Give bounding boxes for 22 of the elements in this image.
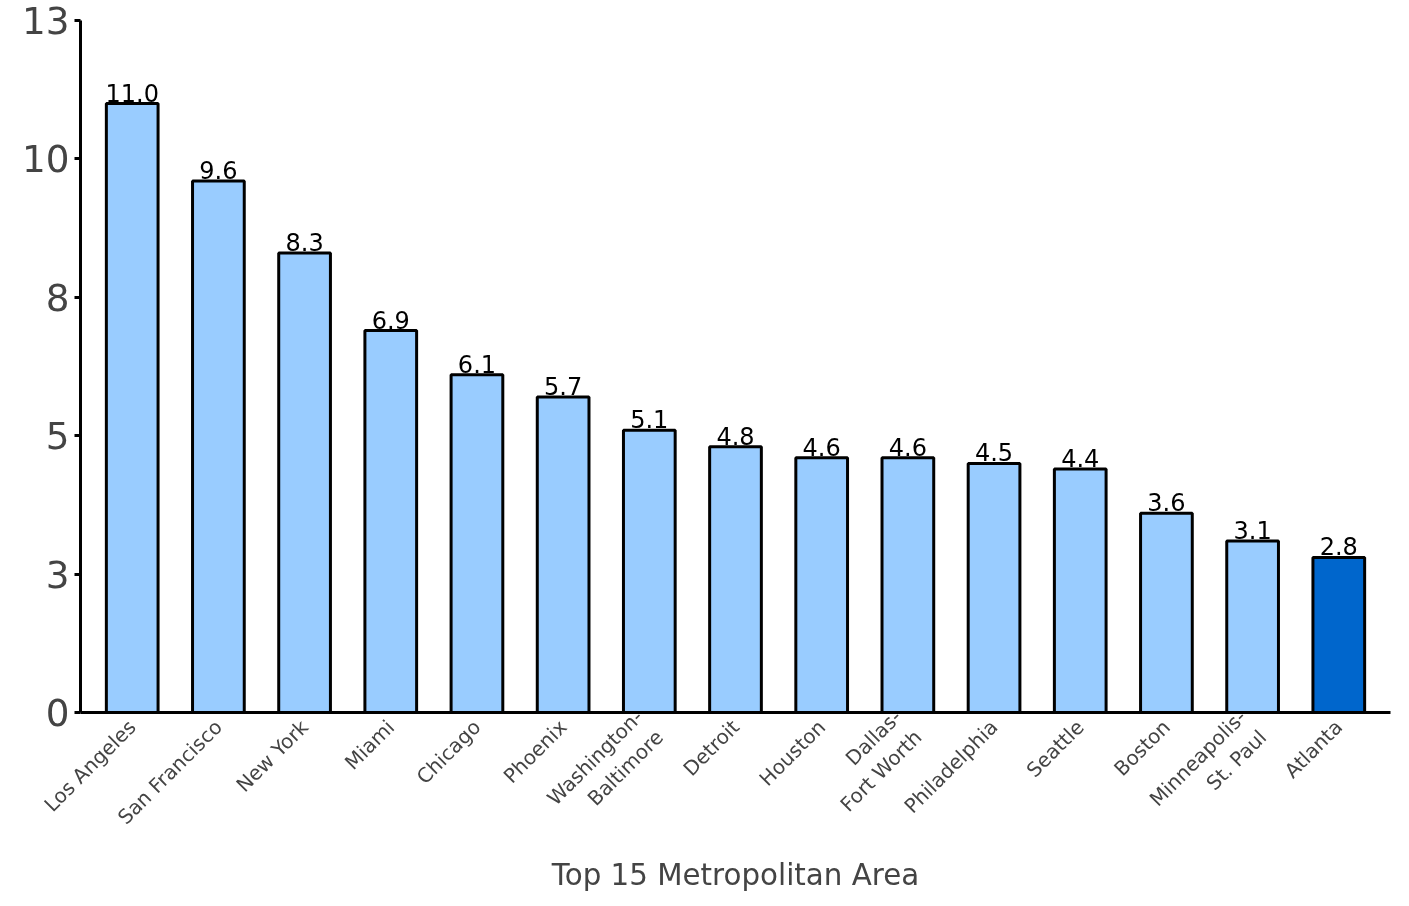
data-label: 3.1 xyxy=(1233,516,1272,545)
data-label: 4.6 xyxy=(802,433,841,462)
data-label: 4.8 xyxy=(716,422,755,451)
data-label: 6.9 xyxy=(371,306,410,335)
data-label: 4.6 xyxy=(888,433,927,462)
data-label: 4.4 xyxy=(1061,444,1100,473)
data-label: 4.5 xyxy=(974,439,1014,468)
y-tick-label: 5 xyxy=(45,414,70,459)
y-tick-label: 10 xyxy=(22,137,70,182)
y-tick-label: 0 xyxy=(45,691,70,735)
data-label: 5.1 xyxy=(630,406,669,435)
x-axis-title: Top 15 Metropolitan Area xyxy=(550,858,920,893)
data-label: 11.0 xyxy=(105,79,159,108)
data-label: 9.6 xyxy=(199,157,238,186)
y-tick-label: 8 xyxy=(45,275,70,320)
y-tick-label: 3 xyxy=(45,552,70,597)
data-label: 3.6 xyxy=(1147,489,1186,518)
data-label: 2.8 xyxy=(1319,533,1358,562)
data-label: 8.3 xyxy=(285,229,324,258)
data-label: 5.7 xyxy=(544,372,583,401)
data-label: 6.1 xyxy=(457,350,497,379)
y-tick-label: 13 xyxy=(22,0,70,43)
